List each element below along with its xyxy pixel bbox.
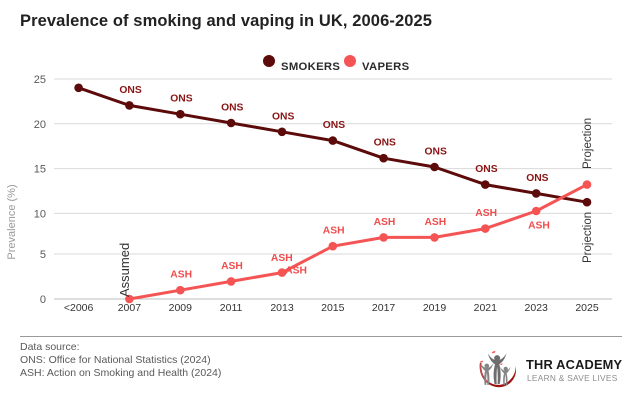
svg-text:2007: 2007	[118, 302, 142, 314]
svg-text:Prevalence (%): Prevalence (%)	[6, 184, 18, 259]
svg-text:ASH: ASH	[425, 217, 447, 228]
svg-text:ONS: ONS	[374, 138, 396, 149]
svg-text:Assumed: Assumed	[117, 243, 132, 297]
svg-text:ASH: ASH	[271, 253, 293, 264]
svg-text:15: 15	[34, 164, 46, 176]
svg-text:2025: 2025	[575, 302, 599, 314]
svg-text:20: 20	[34, 119, 46, 131]
svg-text:ONS: ONS	[425, 147, 447, 158]
svg-text:Projection: Projection	[582, 212, 594, 263]
svg-text:ONS: ONS	[221, 103, 243, 114]
svg-text:Projection: Projection	[582, 118, 594, 169]
svg-text:2017: 2017	[372, 302, 396, 314]
svg-text:2019: 2019	[423, 302, 447, 314]
svg-text:ASH: ASH	[475, 208, 497, 219]
svg-text:ASH: ASH	[528, 220, 550, 231]
svg-text:ONS: ONS	[526, 173, 548, 184]
svg-text:25: 25	[34, 74, 46, 86]
svg-text:ASH: ASH	[285, 265, 307, 276]
svg-text:2021: 2021	[474, 302, 498, 314]
svg-text:<2006: <2006	[64, 302, 94, 314]
svg-text:2023: 2023	[525, 302, 549, 314]
svg-text:ASH: ASH	[323, 226, 345, 237]
svg-text:0: 0	[40, 294, 46, 306]
svg-text:2013: 2013	[270, 302, 294, 314]
svg-text:ASH: ASH	[374, 217, 396, 228]
svg-text:2015: 2015	[321, 302, 345, 314]
svg-text:ONS: ONS	[119, 85, 141, 96]
svg-text:ASH: ASH	[170, 270, 192, 281]
svg-text:ASH: ASH	[221, 261, 243, 272]
svg-text:ONS: ONS	[323, 120, 345, 131]
svg-text:10: 10	[34, 208, 46, 220]
svg-text:ONS: ONS	[170, 94, 192, 105]
svg-text:5: 5	[40, 249, 46, 261]
svg-text:ONS: ONS	[272, 111, 294, 122]
svg-text:2011: 2011	[220, 302, 243, 314]
svg-text:ONS: ONS	[475, 164, 497, 175]
svg-text:2009: 2009	[169, 302, 193, 314]
